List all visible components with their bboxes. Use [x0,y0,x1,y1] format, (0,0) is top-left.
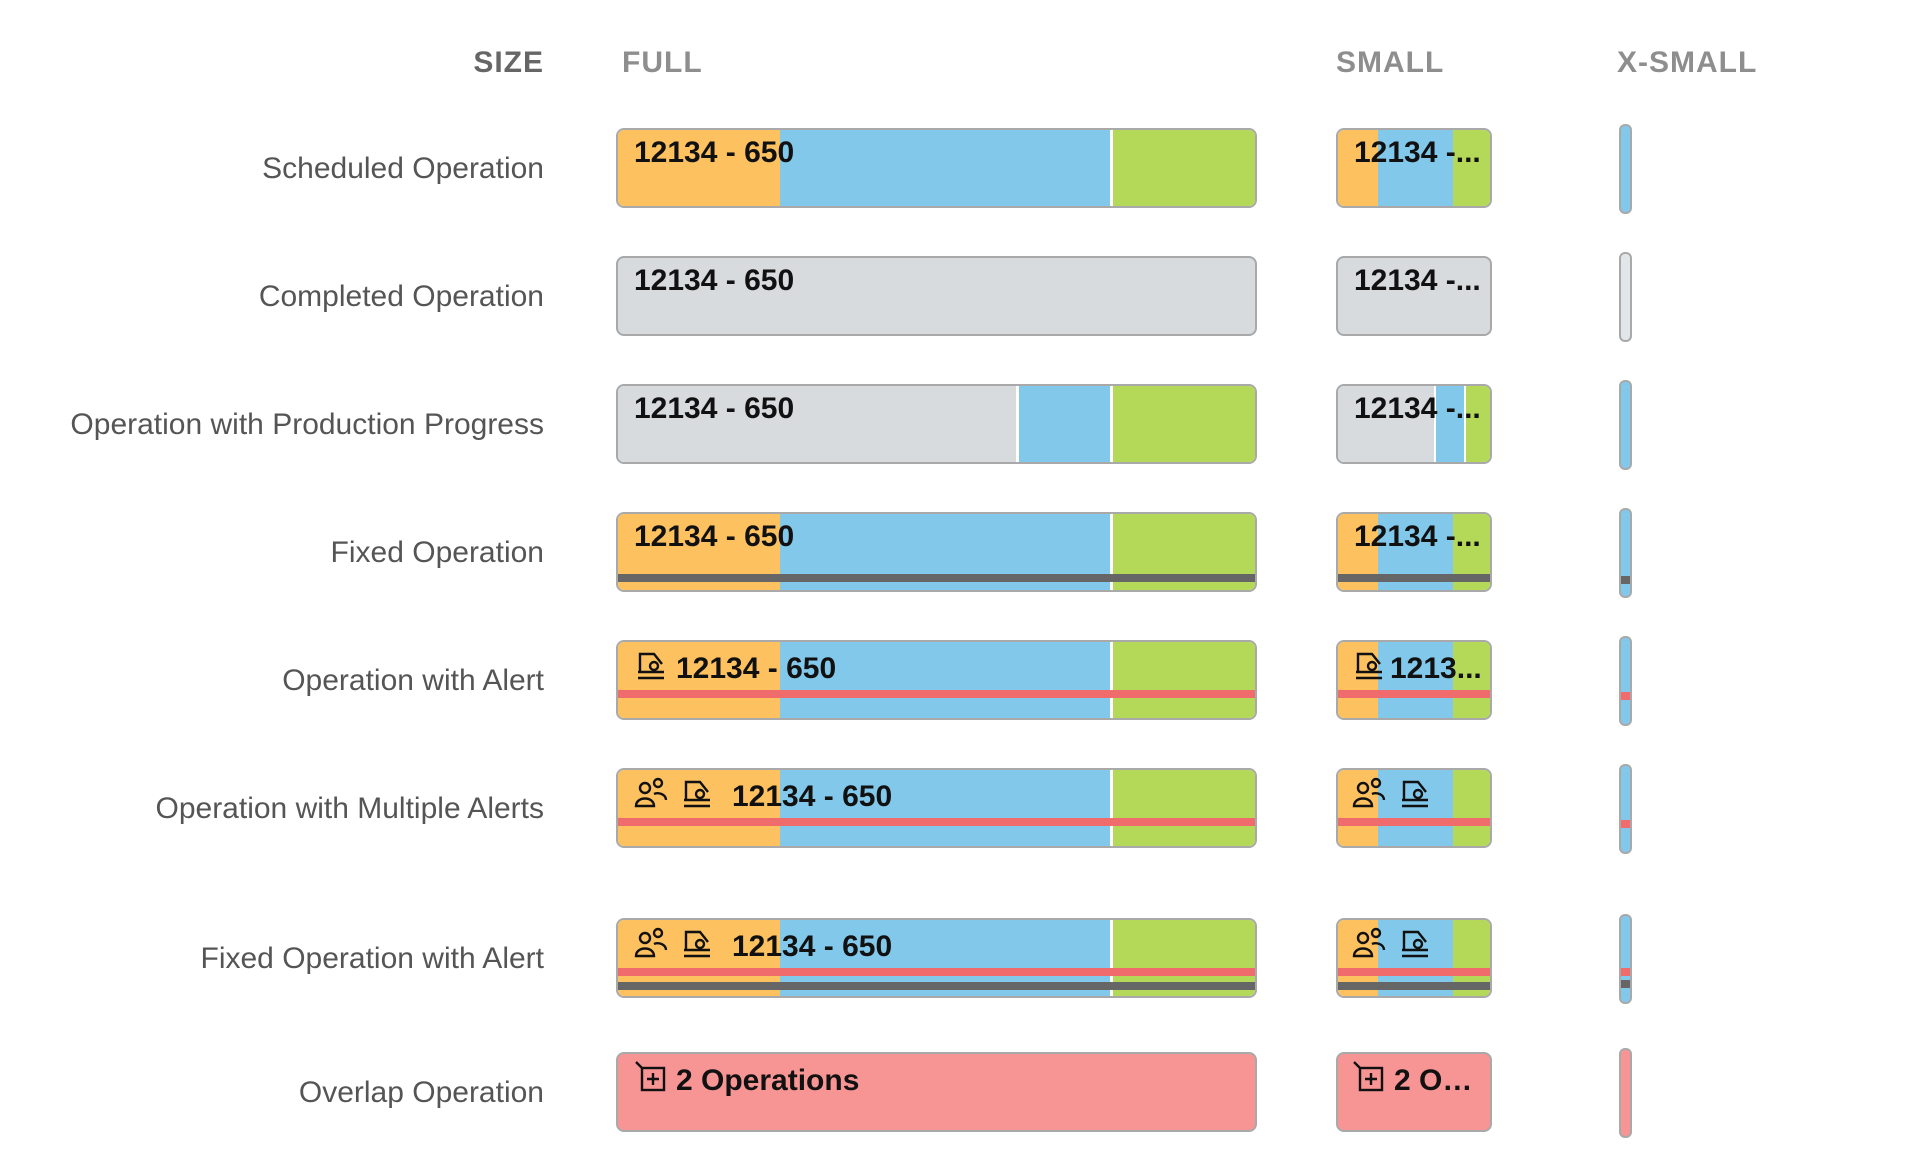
fixed-indicator-line [1338,982,1490,990]
alert-indicator-line [1338,690,1490,698]
operation-label: 12134 -... [1354,392,1481,425]
row-fixed-operation: Fixed Operation 12134 - 650 12134 -... [0,508,1910,598]
row-label: Completed Operation [258,280,544,313]
people-alert-icon[interactable] [634,776,668,818]
machine-alert-icon[interactable] [1398,926,1432,968]
expand-icon[interactable] [634,1060,668,1102]
row-label: Operation with Multiple Alerts [155,792,544,825]
full-header: FULL [622,46,703,79]
small-bar[interactable] [1336,918,1492,998]
operation-label: 12134 - 650 [634,264,795,297]
people-alert-icon[interactable] [1352,776,1386,818]
fixed-indicator-line [618,574,1255,582]
operation-label: 12134 -... [1354,136,1481,169]
operation-label: 12134 - 650 [634,392,795,425]
xsmall-bar[interactable] [1619,252,1632,342]
xsmall-bar[interactable] [1619,508,1632,598]
operation-label [1352,776,1484,818]
small-bar[interactable]: 2 Op... [1336,1052,1492,1132]
operation-label: 12134 - 650 [634,926,892,968]
size-header: SIZE [473,46,544,79]
full-bar[interactable]: 2 Operations [616,1052,1257,1132]
operation-label: 12134 - 650 [634,776,892,818]
alert-indicator-line [618,818,1255,826]
operation-label: 2 Operations [634,1060,859,1102]
row-alert-operation: Operation with Alert 12134 - 650 1213... [0,636,1910,726]
row-label: Operation with Alert [282,664,544,697]
row-label: Overlap Operation [298,1076,544,1109]
operation-label [1352,926,1484,968]
full-bar[interactable]: 12134 - 650 [616,640,1257,720]
xsmall-bar[interactable] [1619,1048,1632,1138]
row-label: Fixed Operation [330,536,544,569]
fixed-indicator-line [618,982,1255,990]
small-header: SMALL [1336,46,1445,79]
operation-label: 2 Op... [1352,1060,1484,1102]
machine-alert-icon[interactable] [634,648,668,690]
machine-alert-icon[interactable] [680,926,714,968]
xsmall-bar[interactable] [1619,124,1632,214]
full-bar[interactable]: 12134 - 650 [616,384,1257,464]
alert-indicator-line [1338,968,1490,976]
full-bar[interactable]: 12134 - 650 [616,128,1257,208]
people-alert-icon[interactable] [1352,926,1386,968]
small-bar[interactable]: 12134 -... [1336,512,1492,592]
row-multiple-alerts-operation: Operation with Multiple Alerts 12134 - 6… [0,764,1910,854]
expand-icon[interactable] [1352,1060,1386,1102]
machine-alert-icon[interactable] [1398,776,1432,818]
row-production-progress-operation: Operation with Production Progress 12134… [0,380,1910,470]
xsmall-bar[interactable] [1619,764,1632,854]
operation-label: 12134 - 650 [634,520,795,553]
xsmall-header: X-SMALL [1617,46,1758,79]
full-bar[interactable]: 12134 - 650 [616,256,1257,336]
row-label: Operation with Production Progress [70,408,544,441]
full-bar[interactable]: 12134 - 650 [616,768,1257,848]
operation-label: 12134 -... [1354,520,1481,553]
operation-label: 1213... [1352,648,1484,690]
full-bar[interactable]: 12134 - 650 [616,918,1257,998]
xsmall-bar[interactable] [1619,636,1632,726]
operation-label: 12134 - 650 [634,648,836,690]
xsmall-bar[interactable] [1619,380,1632,470]
machine-alert-icon[interactable] [680,776,714,818]
alert-indicator-line [618,690,1255,698]
small-bar[interactable]: 12134 -... [1336,128,1492,208]
fixed-indicator-line [1338,574,1490,582]
machine-alert-icon[interactable] [1352,648,1386,690]
people-alert-icon[interactable] [634,926,668,968]
row-overlap-operation: Overlap Operation 2 Operations 2 Op... [0,1048,1910,1138]
operation-label: 12134 -... [1354,264,1481,297]
row-label: Fixed Operation with Alert [200,942,545,975]
small-bar[interactable]: 12134 -... [1336,384,1492,464]
row-completed-operation: Completed Operation 12134 - 650 12134 -.… [0,252,1910,342]
row-scheduled-operation: Scheduled Operation 12134 - 650 12134 -.… [0,124,1910,214]
small-bar[interactable]: 1213... [1336,640,1492,720]
full-bar[interactable]: 12134 - 650 [616,512,1257,592]
small-bar[interactable]: 12134 -... [1336,256,1492,336]
small-bar[interactable] [1336,768,1492,848]
alert-indicator-line [1338,818,1490,826]
row-fixed-alert-operation: Fixed Operation with Alert 12134 - 650 [0,914,1910,1004]
row-label: Scheduled Operation [262,152,544,185]
operation-label: 12134 - 650 [634,136,795,169]
alert-indicator-line [618,968,1255,976]
xsmall-bar[interactable] [1619,914,1632,1004]
